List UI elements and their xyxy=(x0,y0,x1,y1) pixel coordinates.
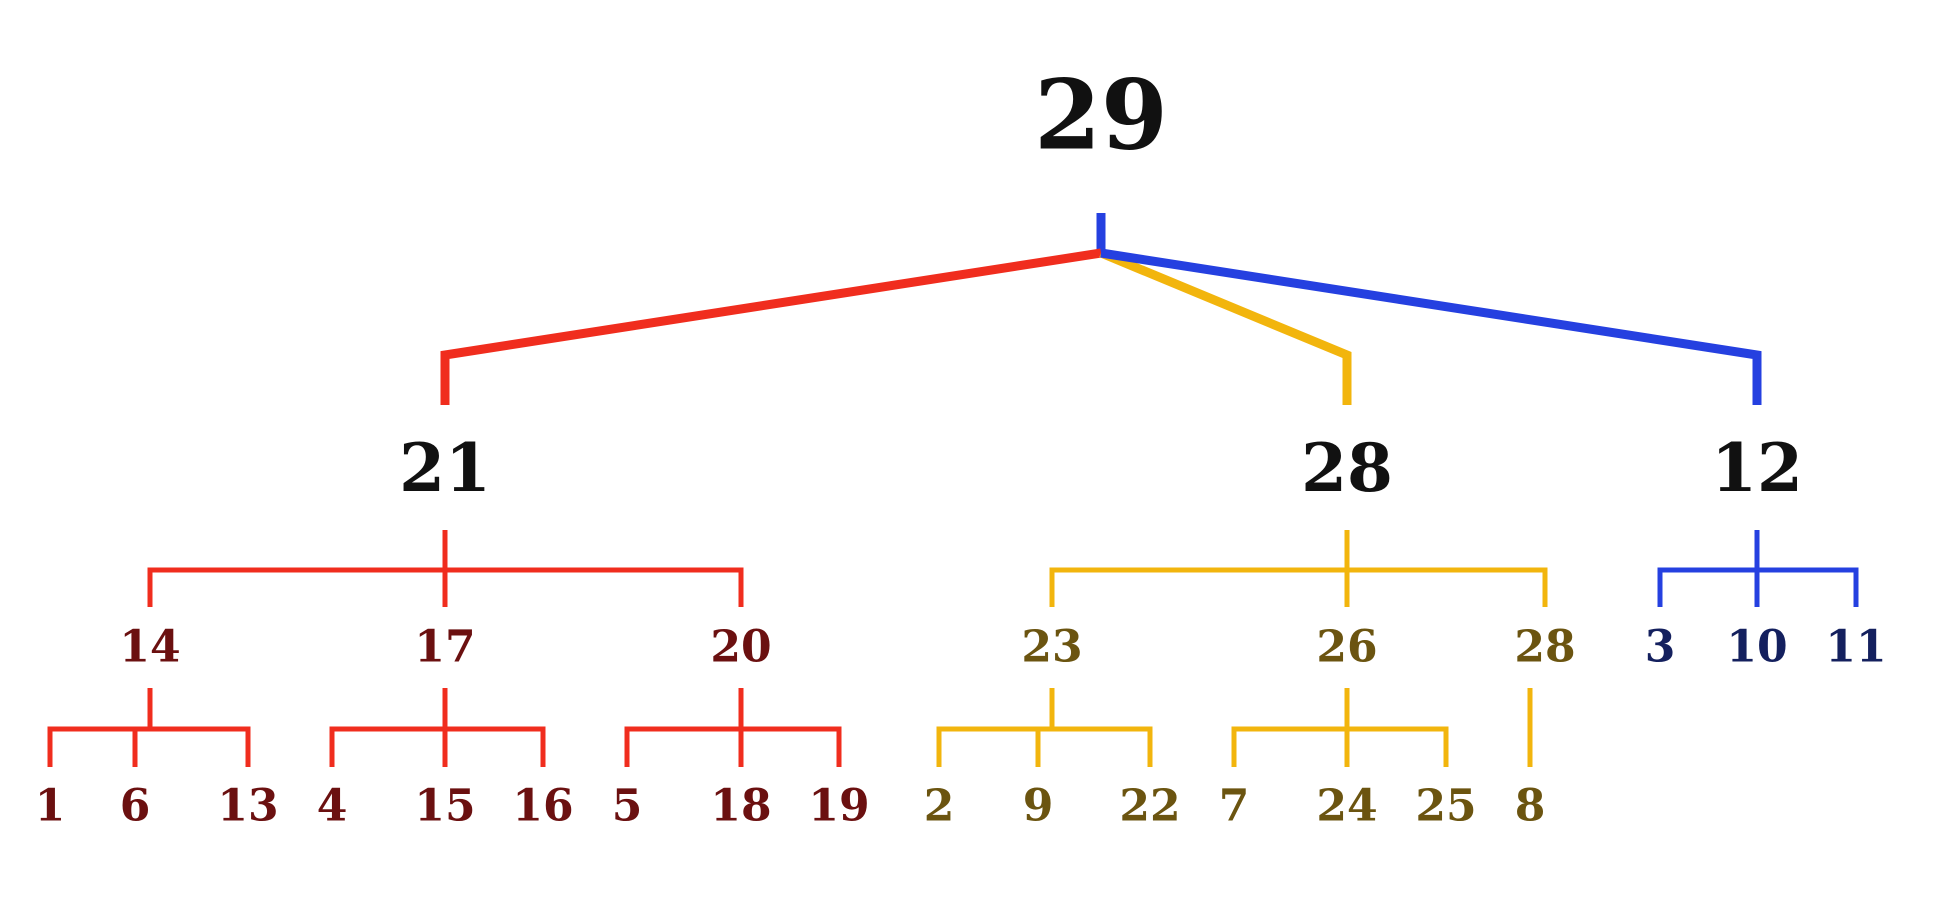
leaf-node-label-16: 16 xyxy=(512,781,573,832)
root-node-label: 29 xyxy=(1034,59,1168,172)
leaf-node-label-22: 22 xyxy=(1119,781,1180,832)
level1-node-label-12: 12 xyxy=(1711,429,1803,507)
level2-node-label-28: 28 xyxy=(1514,622,1575,673)
level1-node-label-28: 28 xyxy=(1301,429,1393,507)
level2-node-label-3: 3 xyxy=(1645,622,1676,673)
level2-node-label-17: 17 xyxy=(414,622,475,673)
leaf-node-label-8: 8 xyxy=(1515,781,1546,832)
leaf-node-label-4: 4 xyxy=(317,781,348,832)
leaf-node-label-1: 1 xyxy=(35,781,66,832)
leaf-node-label-25: 25 xyxy=(1415,781,1476,832)
level2-node-label-23: 23 xyxy=(1021,622,1082,673)
leaf-node-label-18: 18 xyxy=(710,781,771,832)
leaf-node-label-24: 24 xyxy=(1316,781,1377,832)
level2-node-label-14: 14 xyxy=(119,622,180,673)
level1-node-label-21: 21 xyxy=(399,429,491,507)
level2-node-label-11: 11 xyxy=(1825,622,1886,673)
leaf-node-label-19: 19 xyxy=(808,781,869,832)
leaf-node-label-13: 13 xyxy=(217,781,278,832)
level2-node-label-10: 10 xyxy=(1726,622,1787,673)
branch-edge-12 xyxy=(1100,248,1762,405)
leaf-node-label-7: 7 xyxy=(1219,781,1250,832)
level2-node-label-26: 26 xyxy=(1316,622,1377,673)
branch-edge-28 xyxy=(1099,248,1352,405)
leaf-node-label-15: 15 xyxy=(414,781,475,832)
level2-node-label-20: 20 xyxy=(710,622,771,673)
branch-edge-21 xyxy=(440,248,1102,405)
leaf-node-label-6: 6 xyxy=(120,781,151,832)
leaf-node-label-9: 9 xyxy=(1023,781,1054,832)
leaf-node-label-2: 2 xyxy=(924,781,955,832)
tree-edges xyxy=(47,213,1859,767)
leaf-node-label-5: 5 xyxy=(612,781,643,832)
